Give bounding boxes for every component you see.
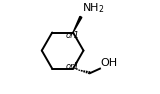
Text: or1: or1 (66, 31, 80, 40)
Text: or1: or1 (66, 61, 80, 70)
Text: OH: OH (100, 58, 118, 68)
Text: NH$_2$: NH$_2$ (82, 1, 104, 15)
Polygon shape (73, 16, 82, 33)
